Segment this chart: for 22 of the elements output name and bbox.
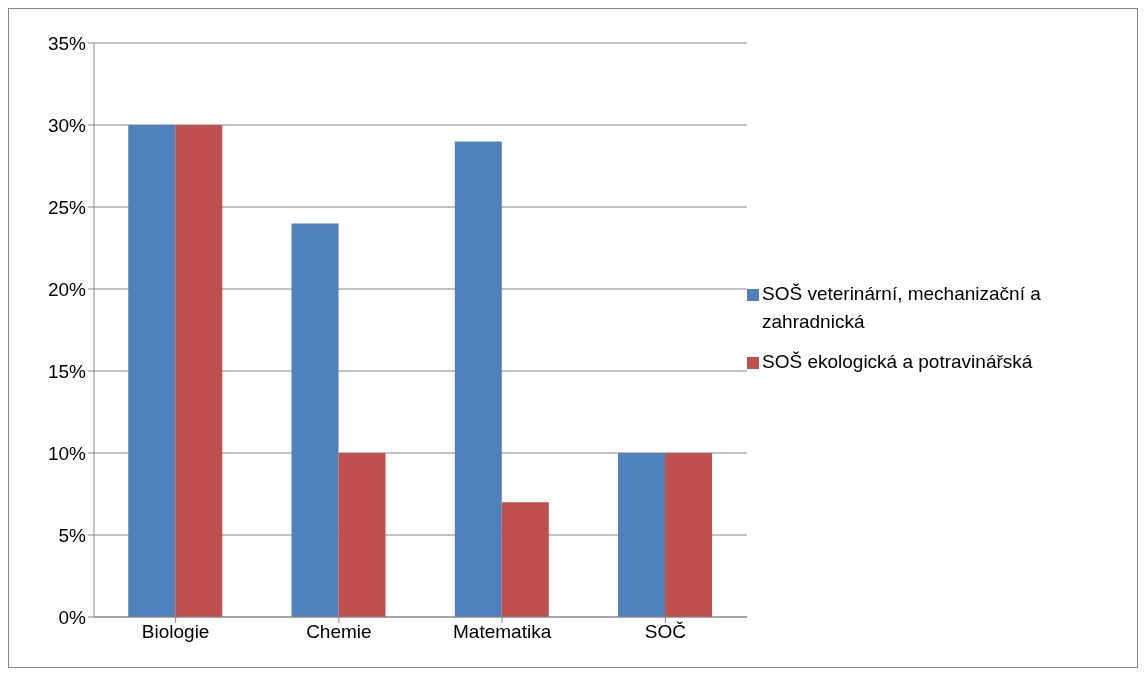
- bar: [665, 453, 713, 617]
- x-tick-label: Biologie: [141, 621, 210, 643]
- bar: [175, 125, 223, 617]
- y-tick-label: 20%: [47, 278, 87, 300]
- bar: [338, 453, 386, 617]
- x-tick-label: Chemie: [306, 621, 372, 643]
- y-tick-label: 15%: [47, 360, 87, 382]
- legend-label: SOŠ veterinární, mechanizační a zahradnická: [762, 282, 1042, 334]
- y-tick-label: 30%: [47, 114, 87, 136]
- y-tick-label: 10%: [47, 442, 87, 464]
- y-tick-label: 35%: [47, 32, 87, 54]
- y-tick-label: 5%: [58, 524, 87, 546]
- x-tick-label: Matematika: [453, 621, 552, 643]
- x-tick-label: SOČ: [644, 621, 686, 643]
- bar: [618, 453, 666, 617]
- bar: [128, 125, 176, 617]
- y-tick-label: 0%: [58, 606, 87, 628]
- y-tick-label: 25%: [47, 196, 87, 218]
- bar: [291, 223, 339, 617]
- bar: [454, 141, 502, 617]
- bar: [501, 502, 549, 617]
- legend-label: SOŠ ekologická a potravinářská: [762, 350, 1033, 374]
